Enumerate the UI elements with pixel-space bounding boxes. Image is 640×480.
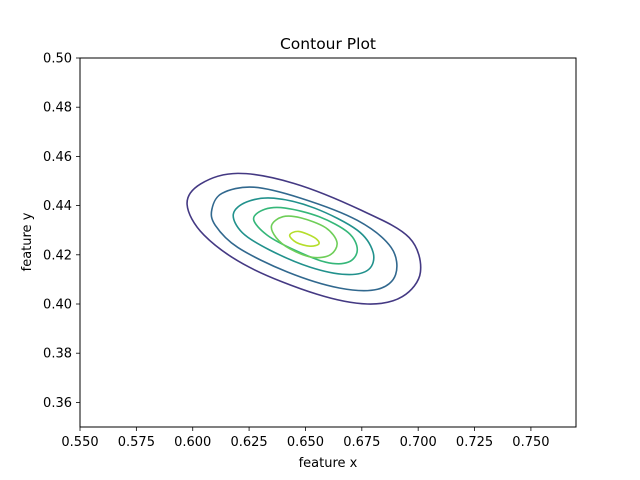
x-tick-label: 0.675 [343,435,380,450]
x-tick-label: 0.625 [230,435,267,450]
y-tick-label: 0.50 [43,52,72,67]
x-tick-label: 0.700 [400,435,437,450]
x-axis-label: feature x [299,456,358,471]
x-tick-label: 0.750 [512,435,549,450]
x-tick-label: 0.725 [456,435,493,450]
x-axis: 0.550 0.575 0.600 0.625 0.650 0.675 0.700 0.725… [61,427,550,450]
y-tick-label: 0.44 [43,199,72,214]
x-tick-label: 0.600 [174,435,211,450]
contour-level-3 [232,197,375,276]
contour-level-1 [186,172,422,305]
x-tick-label: 0.550 [61,435,98,450]
y-tick-label: 0.40 [43,298,72,313]
y-axis: 0.36 0.38 0.40 0.42 0.44 0.46 0.48 0.50 [43,52,80,411]
y-tick-label: 0.36 [43,396,72,411]
y-tick-label: 0.46 [43,150,72,165]
contour-level-2 [210,186,398,292]
y-tick-label: 0.38 [43,347,72,362]
y-tick-label: 0.42 [43,248,72,263]
x-tick-label: 0.650 [287,435,324,450]
y-axis-label: feature y [20,212,35,271]
contour-level-5 [270,215,338,259]
contour-level-6 [288,230,320,248]
contour-lines [186,172,422,305]
x-tick-label: 0.575 [118,435,155,450]
chart-title: Contour Plot [280,35,376,53]
plot-area-frame [79,57,577,428]
y-tick-label: 0.48 [43,101,72,116]
